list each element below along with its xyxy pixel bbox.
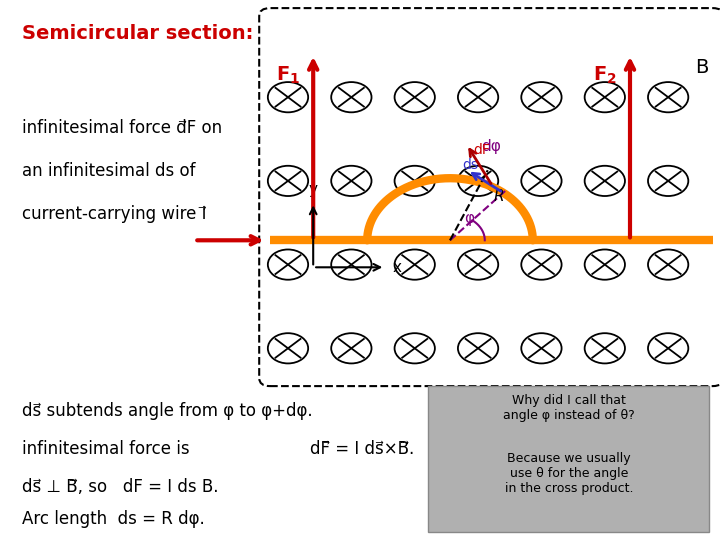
Text: infinitesimal force d⃗F on: infinitesimal force d⃗F on bbox=[22, 119, 222, 137]
Text: y: y bbox=[309, 182, 318, 197]
Text: $\mathbf{F_2}$: $\mathbf{F_2}$ bbox=[593, 65, 617, 86]
Text: Because we usually
use θ for the angle
in the cross product.: Because we usually use θ for the angle i… bbox=[505, 452, 633, 495]
Text: φ: φ bbox=[464, 211, 474, 226]
Text: ds⃗ subtends angle from φ to φ+dφ.: ds⃗ subtends angle from φ to φ+dφ. bbox=[22, 402, 312, 420]
Text: $\mathbf{F_1}$: $\mathbf{F_1}$ bbox=[276, 65, 300, 86]
Text: dF: dF bbox=[474, 143, 490, 157]
Text: ds: ds bbox=[462, 158, 478, 172]
Text: infinitesimal force is: infinitesimal force is bbox=[22, 440, 189, 458]
Text: dF⃗ = I ds⃗×B⃗.: dF⃗ = I ds⃗×B⃗. bbox=[310, 440, 414, 458]
Text: x: x bbox=[392, 260, 402, 275]
FancyBboxPatch shape bbox=[259, 8, 720, 386]
Text: R: R bbox=[494, 189, 504, 204]
Text: dφ: dφ bbox=[481, 139, 500, 154]
Text: Arc length  ds = R dφ.: Arc length ds = R dφ. bbox=[22, 510, 204, 528]
Text: an infinitesimal ds of: an infinitesimal ds of bbox=[22, 162, 195, 180]
Text: B: B bbox=[695, 58, 708, 77]
Text: current-carrying wire I⃗: current-carrying wire I⃗ bbox=[22, 205, 206, 223]
FancyBboxPatch shape bbox=[428, 386, 709, 532]
Text: Why did I call that
angle φ instead of θ?: Why did I call that angle φ instead of θ… bbox=[503, 394, 634, 422]
Text: ds⃗ ⊥ B⃗, so   dF = I ds B.: ds⃗ ⊥ B⃗, so dF = I ds B. bbox=[22, 478, 218, 496]
Text: Semicircular section:: Semicircular section: bbox=[22, 24, 253, 43]
